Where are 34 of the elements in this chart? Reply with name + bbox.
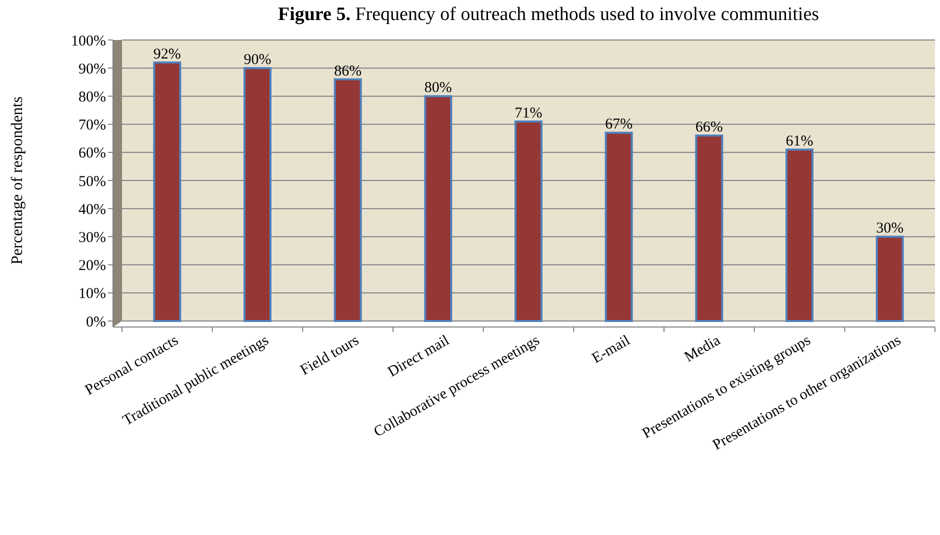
y-tick-label: 10% — [78, 286, 106, 302]
data-label: 67% — [605, 116, 633, 133]
bar — [153, 61, 182, 322]
y-tick-label: 70% — [78, 118, 106, 134]
y-tick-label: 40% — [78, 202, 106, 218]
y-tick-label: 50% — [78, 174, 106, 190]
data-label: 86% — [334, 63, 362, 80]
x-tick-label: Field tours — [298, 332, 362, 379]
data-label: 80% — [424, 80, 452, 96]
bar — [334, 78, 362, 322]
data-label: 92% — [153, 46, 181, 62]
chart-title: Figure 5. Frequency of outreach methods used to involve communities — [278, 4, 820, 25]
data-label: 66% — [695, 120, 723, 136]
bar — [424, 95, 452, 322]
bar — [604, 132, 633, 322]
bar — [786, 148, 814, 322]
x-tick-label: Direct mail — [385, 332, 452, 380]
data-label: 71% — [514, 105, 542, 122]
y-tick-label: 0% — [86, 314, 106, 330]
data-label: 30% — [876, 220, 904, 237]
y-tick-label: 60% — [78, 146, 106, 162]
y-tick-label: 100% — [71, 33, 106, 50]
y-axis-title: Percentage of respondents — [9, 96, 26, 264]
bar — [876, 236, 904, 322]
y-tick-label: 30% — [78, 230, 106, 246]
bar — [244, 67, 272, 322]
x-tick-label: Media — [682, 332, 724, 366]
y-tick-label: 90% — [78, 61, 106, 78]
bar — [695, 134, 724, 322]
y-tick-label: 20% — [78, 258, 106, 274]
data-label: 61% — [786, 134, 814, 150]
data-label: 90% — [244, 52, 272, 68]
bar — [514, 120, 542, 322]
y-tick-label: 80% — [78, 89, 106, 106]
